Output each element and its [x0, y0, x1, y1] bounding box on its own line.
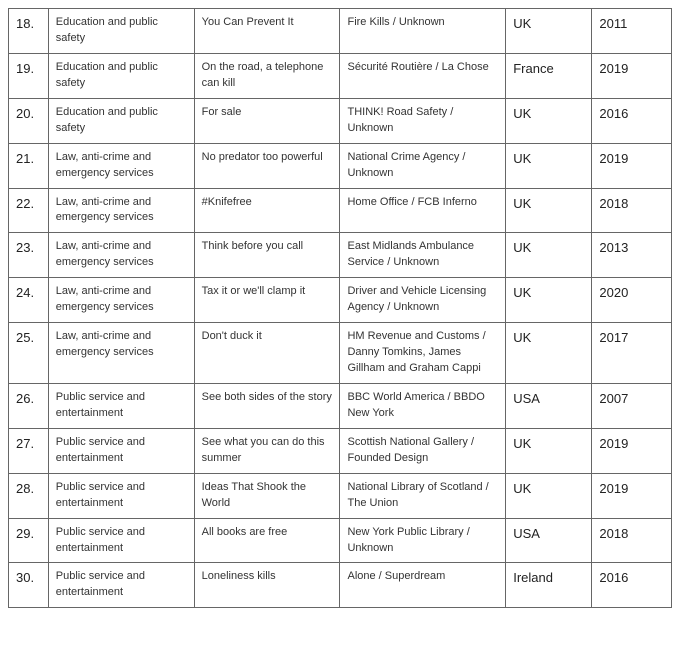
- row-year: 2016: [592, 98, 672, 143]
- table-row: 22.Law, anti-crime and emergency service…: [9, 188, 672, 233]
- row-year: 2019: [592, 473, 672, 518]
- row-number: 23.: [9, 233, 49, 278]
- row-country: Ireland: [506, 563, 592, 608]
- row-year: 2017: [592, 323, 672, 384]
- row-country: UK: [506, 233, 592, 278]
- row-year: 2018: [592, 518, 672, 563]
- row-category: Public service and entertainment: [48, 563, 194, 608]
- row-country: UK: [506, 278, 592, 323]
- row-number: 30.: [9, 563, 49, 608]
- row-category: Law, anti-crime and emergency services: [48, 143, 194, 188]
- table-row: 23.Law, anti-crime and emergency service…: [9, 233, 672, 278]
- table-row: 29.Public service and entertainmentAll b…: [9, 518, 672, 563]
- row-category: Education and public safety: [48, 9, 194, 54]
- row-organisation: Scottish National Gallery / Founded Desi…: [340, 428, 506, 473]
- campaign-table: 18.Education and public safetyYou Can Pr…: [8, 8, 672, 608]
- row-organisation: HM Revenue and Customs / Danny Tomkins, …: [340, 323, 506, 384]
- row-organisation: Home Office / FCB Inferno: [340, 188, 506, 233]
- table-row: 24.Law, anti-crime and emergency service…: [9, 278, 672, 323]
- table-row: 20.Education and public safetyFor saleTH…: [9, 98, 672, 143]
- row-organisation: Alone / Superdream: [340, 563, 506, 608]
- row-country: UK: [506, 188, 592, 233]
- row-category: Public service and entertainment: [48, 428, 194, 473]
- row-year: 2019: [592, 428, 672, 473]
- table-row: 18.Education and public safetyYou Can Pr…: [9, 9, 672, 54]
- row-organisation: BBC World America / BBDO New York: [340, 383, 506, 428]
- row-number: 25.: [9, 323, 49, 384]
- row-category: Education and public safety: [48, 98, 194, 143]
- row-organisation: Sécurité Routière / La Chose: [340, 53, 506, 98]
- row-year: 2011: [592, 9, 672, 54]
- row-title: Loneliness kills: [194, 563, 340, 608]
- row-country: UK: [506, 143, 592, 188]
- row-number: 26.: [9, 383, 49, 428]
- row-title: Think before you call: [194, 233, 340, 278]
- table-row: 30.Public service and entertainmentLonel…: [9, 563, 672, 608]
- row-title: Don't duck it: [194, 323, 340, 384]
- row-organisation: THINK! Road Safety / Unknown: [340, 98, 506, 143]
- row-year: 2020: [592, 278, 672, 323]
- row-country: UK: [506, 98, 592, 143]
- row-category: Public service and entertainment: [48, 383, 194, 428]
- row-organisation: National Crime Agency / Unknown: [340, 143, 506, 188]
- row-category: Law, anti-crime and emergency services: [48, 188, 194, 233]
- row-country: France: [506, 53, 592, 98]
- row-title: #Knifefree: [194, 188, 340, 233]
- row-organisation: National Library of Scotland / The Union: [340, 473, 506, 518]
- row-number: 24.: [9, 278, 49, 323]
- row-number: 28.: [9, 473, 49, 518]
- row-year: 2013: [592, 233, 672, 278]
- row-category: Law, anti-crime and emergency services: [48, 278, 194, 323]
- row-category: Education and public safety: [48, 53, 194, 98]
- table-row: 28.Public service and entertainmentIdeas…: [9, 473, 672, 518]
- row-category: Law, anti-crime and emergency services: [48, 323, 194, 384]
- table-row: 19.Education and public safetyOn the roa…: [9, 53, 672, 98]
- row-number: 21.: [9, 143, 49, 188]
- row-title: All books are free: [194, 518, 340, 563]
- row-organisation: East Midlands Ambulance Service / Unknow…: [340, 233, 506, 278]
- table-row: 26.Public service and entertainmentSee b…: [9, 383, 672, 428]
- row-country: USA: [506, 383, 592, 428]
- row-title: Tax it or we'll clamp it: [194, 278, 340, 323]
- row-title: You Can Prevent It: [194, 9, 340, 54]
- row-country: UK: [506, 323, 592, 384]
- table-row: 25.Law, anti-crime and emergency service…: [9, 323, 672, 384]
- row-country: UK: [506, 9, 592, 54]
- row-title: On the road, a telephone can kill: [194, 53, 340, 98]
- row-year: 2018: [592, 188, 672, 233]
- row-year: 2019: [592, 143, 672, 188]
- row-title: See what you can do this summer: [194, 428, 340, 473]
- row-number: 19.: [9, 53, 49, 98]
- row-country: USA: [506, 518, 592, 563]
- row-year: 2007: [592, 383, 672, 428]
- row-number: 18.: [9, 9, 49, 54]
- row-number: 27.: [9, 428, 49, 473]
- row-category: Public service and entertainment: [48, 518, 194, 563]
- row-country: UK: [506, 473, 592, 518]
- row-category: Law, anti-crime and emergency services: [48, 233, 194, 278]
- table-row: 27.Public service and entertainmentSee w…: [9, 428, 672, 473]
- row-number: 22.: [9, 188, 49, 233]
- row-category: Public service and entertainment: [48, 473, 194, 518]
- row-title: See both sides of the story: [194, 383, 340, 428]
- row-title: No predator too powerful: [194, 143, 340, 188]
- row-organisation: Driver and Vehicle Licensing Agency / Un…: [340, 278, 506, 323]
- row-organisation: New York Public Library / Unknown: [340, 518, 506, 563]
- row-year: 2016: [592, 563, 672, 608]
- row-country: UK: [506, 428, 592, 473]
- row-title: For sale: [194, 98, 340, 143]
- row-number: 20.: [9, 98, 49, 143]
- table-body: 18.Education and public safetyYou Can Pr…: [9, 9, 672, 608]
- row-number: 29.: [9, 518, 49, 563]
- row-organisation: Fire Kills / Unknown: [340, 9, 506, 54]
- row-title: Ideas That Shook the World: [194, 473, 340, 518]
- row-year: 2019: [592, 53, 672, 98]
- table-row: 21.Law, anti-crime and emergency service…: [9, 143, 672, 188]
